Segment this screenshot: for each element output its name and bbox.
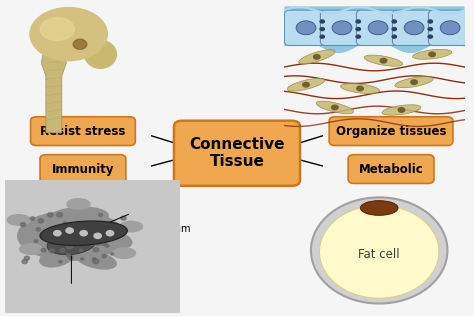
FancyBboxPatch shape [30,117,136,145]
Text: Metabolic: Metabolic [359,162,423,176]
FancyBboxPatch shape [329,117,453,145]
Text: Connective
Tissue: Connective Tissue [189,137,285,169]
FancyBboxPatch shape [174,121,300,186]
Text: Resist stress: Resist stress [40,125,126,138]
FancyBboxPatch shape [348,155,434,183]
FancyBboxPatch shape [40,155,126,183]
Text: Immunity: Immunity [52,162,114,176]
Text: Bacterium: Bacterium [114,224,191,234]
Text: Macrophage: Macrophage [47,296,115,306]
Text: Organize tissues: Organize tissues [336,125,447,138]
